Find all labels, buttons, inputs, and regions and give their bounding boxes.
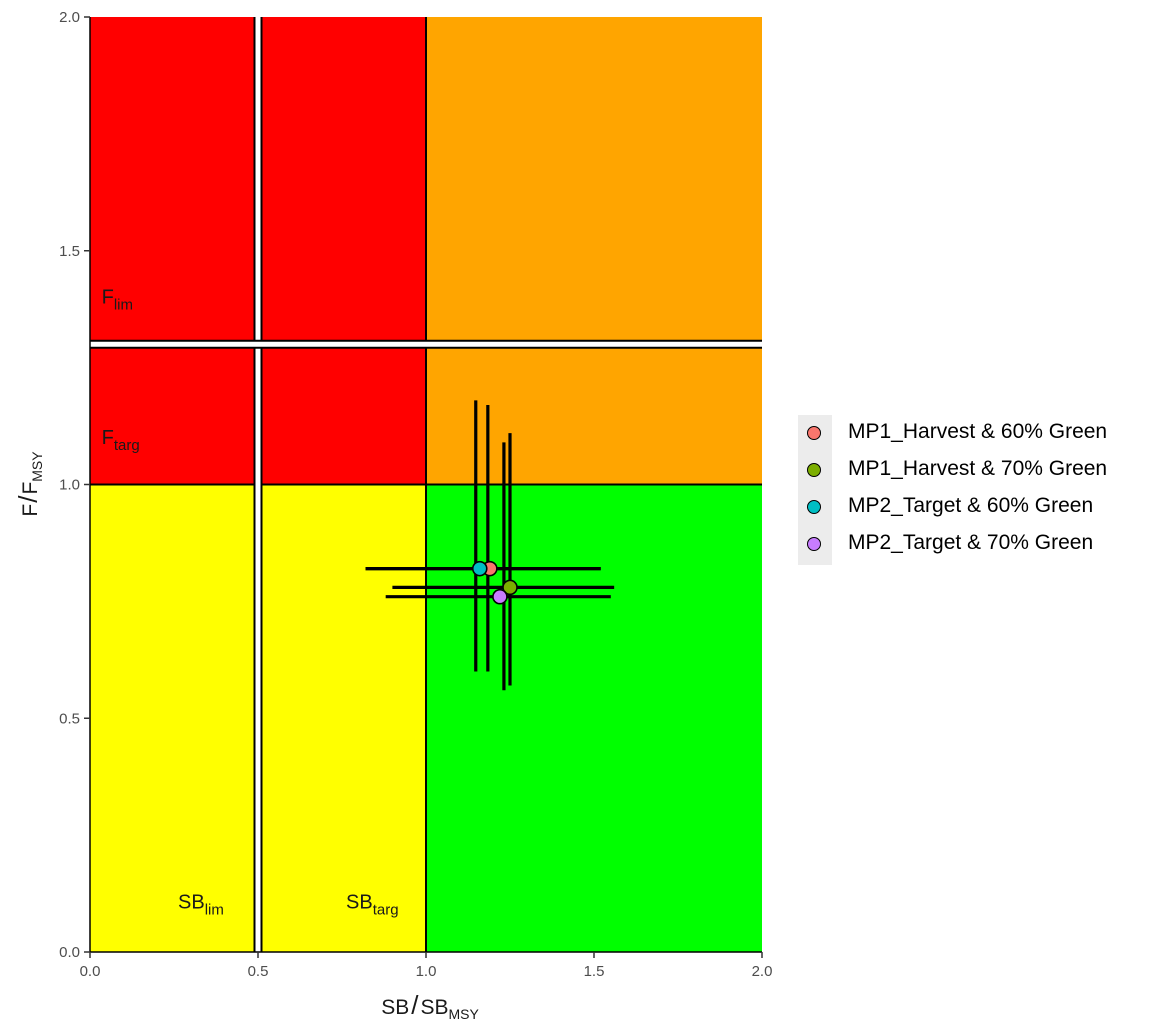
f-lim-label: Flim	[102, 287, 133, 314]
x-tick-label: 1.0	[416, 963, 437, 980]
legend-item: MP2_Target & 60% Green	[798, 489, 1164, 526]
y-tick-label: 1.5	[59, 243, 80, 260]
axes-layer: 0.0 0.5 1.0 1.5 2.0 0.0 0.5 1.0 1.5 2.0	[59, 9, 772, 980]
legend-label: MP2_Target & 70% Green	[848, 531, 1094, 554]
zone-orange	[426, 17, 762, 485]
points-layer	[471, 560, 518, 605]
y-tick-label: 0.0	[59, 944, 80, 961]
legend-item: MP1_Harvest & 70% Green	[798, 452, 1164, 489]
y-tick-label: 0.5	[59, 710, 80, 727]
legend-label: MP2_Target & 60% Green	[848, 494, 1094, 517]
sb-targ-label: SBtarg	[346, 891, 399, 918]
data-point	[502, 579, 518, 596]
x-tick-label: 2.0	[752, 963, 773, 980]
x-tick-label: 0.5	[248, 963, 269, 980]
data-point	[471, 560, 488, 577]
legend-label: MP1_Harvest & 70% Green	[848, 457, 1108, 480]
legend-marker	[807, 500, 821, 514]
legend-item: MP2_Target & 70% Green	[798, 526, 1164, 563]
data-point	[492, 588, 508, 605]
legend: MP1_Harvest & 60% Green MP1_Harvest & 70…	[798, 415, 1164, 565]
legend-item: MP1_Harvest & 60% Green	[798, 415, 1164, 452]
reference-lines-layer	[90, 17, 762, 952]
x-tick-label: 0.0	[80, 963, 101, 980]
x-axis-title: SB/SBMSY	[381, 990, 479, 1022]
legend-label: MP1_Harvest & 60% Green	[848, 420, 1108, 443]
legend-marker	[807, 537, 821, 551]
y-tick-label: 1.0	[59, 477, 80, 494]
y-axis-title: F/FMSY	[13, 451, 45, 517]
legend-marker	[807, 463, 821, 477]
x-tick-label: 1.5	[584, 963, 605, 980]
sb-lim-label: SBlim	[178, 891, 224, 918]
legend-marker	[807, 426, 821, 440]
y-tick-label: 2.0	[59, 9, 80, 26]
f-targ-label: Ftarg	[102, 427, 140, 454]
reference-labels-layer: SBlim SBtarg Flim Ftarg	[102, 287, 399, 919]
